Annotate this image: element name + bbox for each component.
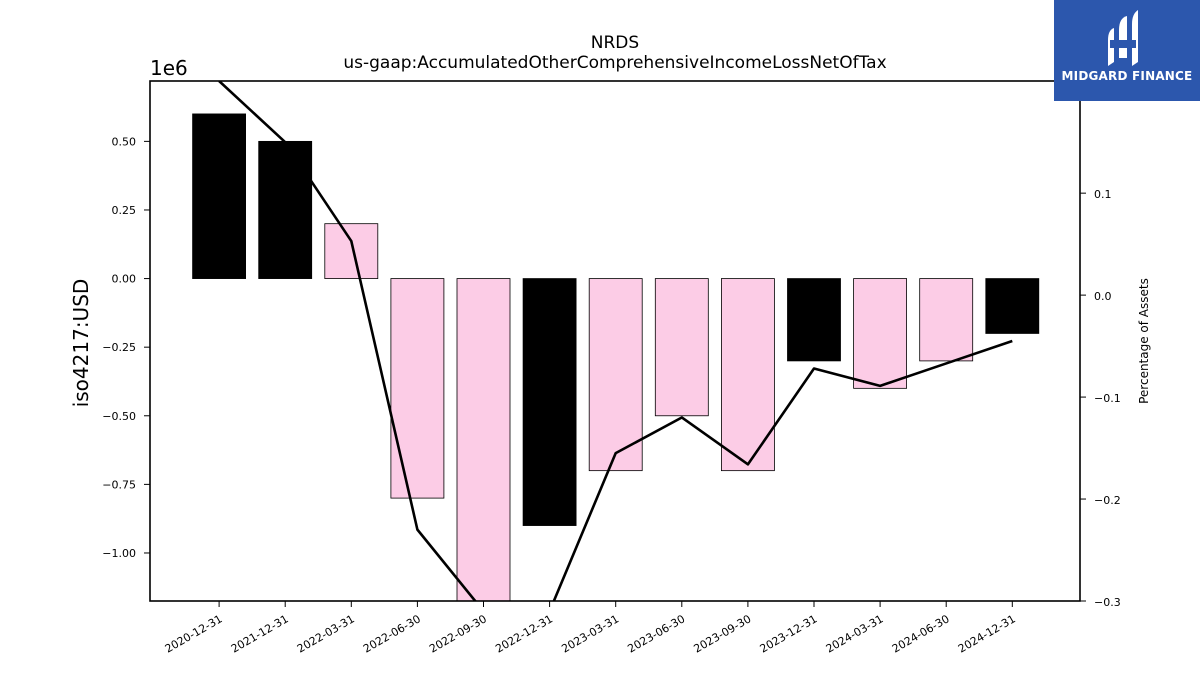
x-tick-label: 2023-12-31 [758, 612, 820, 655]
y-tick-label: 0.50 [112, 135, 137, 148]
bar-2022-12-31 [522, 278, 577, 526]
x-tick-label: 2022-09-30 [427, 612, 489, 655]
bar-2023-03-31 [588, 278, 643, 472]
x-tick-label: 2023-09-30 [692, 612, 754, 655]
y2-tick-label: 0.0 [1094, 290, 1112, 303]
x-tick-label: 2022-12-31 [493, 612, 555, 655]
bars-layer [192, 113, 1040, 601]
bar-2020-12-31 [192, 113, 247, 279]
percentage-line [218, 81, 1013, 601]
x-tick-label: 2021-12-31 [229, 612, 291, 655]
y-tick-label: −0.25 [102, 341, 136, 354]
logo-text: MIDGARD FINANCE [1061, 69, 1193, 83]
y2-axis: 0.1 0.0 −0.1 −0.2 −0.3 [1080, 188, 1121, 609]
bar-2024-03-31 [853, 278, 907, 389]
plot-frame [149, 80, 1081, 602]
bar-2023-06-30 [654, 278, 709, 417]
bar-2023-09-30 [721, 278, 775, 472]
bar-2024-06-30 [919, 278, 974, 362]
bar-2022-06-30 [390, 278, 445, 499]
y-offset-label: 1e6 [150, 56, 188, 80]
x-tick-label: 2023-06-30 [625, 612, 687, 655]
y2-tick-label: −0.2 [1094, 494, 1121, 507]
y-axis-label: iso4217:USD [69, 279, 93, 408]
x-tick-label: 2024-12-31 [956, 612, 1018, 655]
y2-tick-label: −0.1 [1094, 392, 1121, 405]
x-tick-label: 2020-12-31 [163, 612, 225, 655]
x-tick-label: 2022-03-31 [295, 612, 357, 655]
y2-axis-label: Percentage of Assets [1137, 278, 1151, 404]
bar-2021-12-31 [258, 140, 313, 279]
y-tick-label: −1.00 [102, 547, 136, 560]
x-tick-label: 2022-06-30 [361, 612, 423, 655]
chart-subtitle: us-gaap:AccumulatedOtherComprehensiveInc… [343, 53, 886, 73]
bar-2022-09-30 [456, 278, 511, 601]
x-tick-label: 2024-03-31 [824, 612, 886, 655]
brand-logo: MIDGARD FINANCE [1054, 0, 1200, 101]
x-axis: 2020-12-31 2021-12-31 2022-03-31 2022-06-30… [163, 601, 1018, 656]
y-tick-label: 0.25 [112, 204, 137, 217]
y2-tick-label: 0.1 [1094, 188, 1112, 201]
bar-2024-12-31 [985, 278, 1040, 334]
y-tick-label: 0.00 [112, 273, 137, 286]
x-tick-label: 2023-03-31 [559, 612, 621, 655]
line-layer [218, 81, 1013, 601]
x-tick-label: 2024-06-30 [890, 612, 952, 655]
chart-title: NRDS [591, 33, 639, 53]
bar-2023-12-31 [787, 278, 841, 362]
midgard-logo-icon [1108, 10, 1138, 66]
y2-tick-label: −0.3 [1094, 596, 1121, 609]
bar-2022-03-31 [324, 223, 379, 279]
y-tick-label: −0.50 [102, 410, 136, 423]
y-axis: 0.50 0.25 0.00 −0.25 −0.50 −0.75 −1.00 [102, 135, 150, 560]
y-tick-label: −0.75 [102, 478, 136, 491]
